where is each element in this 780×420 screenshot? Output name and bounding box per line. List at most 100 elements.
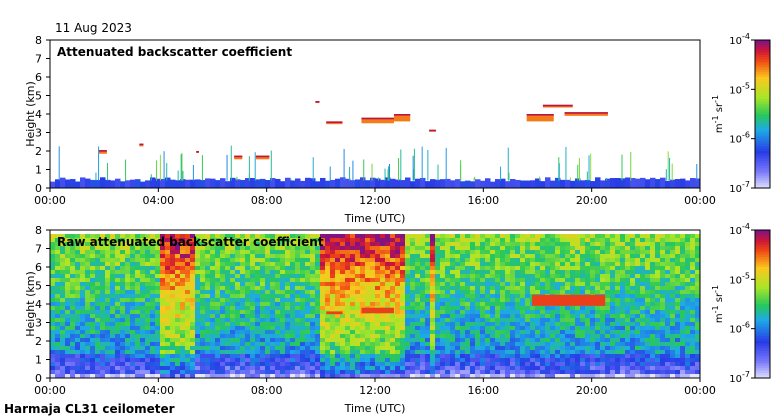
heatmap-cell [405,322,410,326]
heatmap-cell [570,254,575,258]
heatmap-cell [525,242,530,246]
signal-streak [578,158,580,181]
heatmap-cell [70,270,75,274]
heatmap-cell [530,338,535,342]
heatmap-cell [335,254,340,258]
heatmap-cell [600,326,605,330]
heatmap-cell [70,298,75,302]
heatmap-cell [625,282,630,286]
heatmap-cell [380,242,385,246]
heatmap-cell [605,350,610,354]
heatmap-cell [505,298,510,302]
heatmap-cell [525,362,530,366]
heatmap-cell [395,322,400,326]
heatmap-cell [380,238,385,242]
heatmap-cell [490,314,495,318]
heatmap-cell [285,294,290,298]
heatmap-cell [405,314,410,318]
heatmap-cell [390,318,395,322]
heatmap-cell [640,286,645,290]
heatmap-cell [640,294,645,298]
heatmap-cell [475,298,480,302]
signal-streak [398,157,400,181]
heatmap-cell [390,326,395,330]
heatmap-cell [275,366,280,370]
heatmap-cell [360,374,365,378]
heatmap-cell [65,242,70,246]
boundary-layer-cell [155,178,161,188]
heatmap-cell [270,242,275,246]
heatmap-cell [450,318,455,322]
heatmap-cell [60,346,65,350]
heatmap-cell [555,310,560,314]
heatmap-cell [175,374,180,378]
heatmap-cell [660,342,665,346]
heatmap-cell [565,334,570,338]
heatmap-cell [65,366,70,370]
heatmap-cell [80,246,85,250]
heatmap-cell [600,258,605,262]
heatmap-cell [180,266,185,270]
colorbar-segment [755,81,770,85]
heatmap-cell [515,290,520,294]
heatmap-cell [610,278,615,282]
heatmap-cell [610,354,615,358]
heatmap-cell [575,274,580,278]
heatmap-cell [60,362,65,366]
heatmap-cell [670,310,675,314]
heatmap-cell [255,330,260,334]
heatmap-cell [60,254,65,258]
heatmap-cell [510,330,515,334]
heatmap-cell [380,286,385,290]
heatmap-cell [110,274,115,278]
heatmap-cell [145,298,150,302]
heatmap-cell [340,238,345,242]
heatmap-cell [400,234,405,238]
heatmap-cell [515,350,520,354]
heatmap-cell [305,350,310,354]
heatmap-cell [120,274,125,278]
heatmap-cell [390,258,395,262]
heatmap-cell [305,306,310,310]
heatmap-cell [685,318,690,322]
heatmap-cell [370,374,375,378]
heatmap-cell [80,286,85,290]
heatmap-cell [190,274,195,278]
heatmap-cell [195,302,200,306]
heatmap-cell [370,274,375,278]
heatmap-cell [325,298,330,302]
heatmap-cell [255,350,260,354]
heatmap-cell [625,322,630,326]
heatmap-cell [470,302,475,306]
heatmap-cell [240,322,245,326]
heatmap-cell [455,254,460,258]
boundary-layer-cell [660,177,666,188]
heatmap-cell [375,366,380,370]
heatmap-cell [295,362,300,366]
heatmap-cell [640,290,645,294]
heatmap-cell [550,334,555,338]
heatmap-cell [275,370,280,374]
heatmap-cell [250,306,255,310]
heatmap-cell [620,294,625,298]
heatmap-cell [80,366,85,370]
heatmap-cell [500,346,505,350]
heatmap-cell [530,358,535,362]
heatmap-cell [305,294,310,298]
heatmap-cell [430,294,435,298]
heatmap-cell [520,238,525,242]
heatmap-cell [240,254,245,258]
heatmap-cell [475,302,480,306]
heatmap-cell [75,314,80,318]
heatmap-cell [70,358,75,362]
heatmap-cell [610,326,615,330]
heatmap-cell [355,370,360,374]
heatmap-cell [190,346,195,350]
heatmap-cell [625,250,630,254]
heatmap-cell [290,242,295,246]
heatmap-cell [150,322,155,326]
heatmap-cell [375,294,380,298]
signal-streak [588,155,590,181]
heatmap-cell [365,318,370,322]
heatmap-cell [695,298,700,302]
